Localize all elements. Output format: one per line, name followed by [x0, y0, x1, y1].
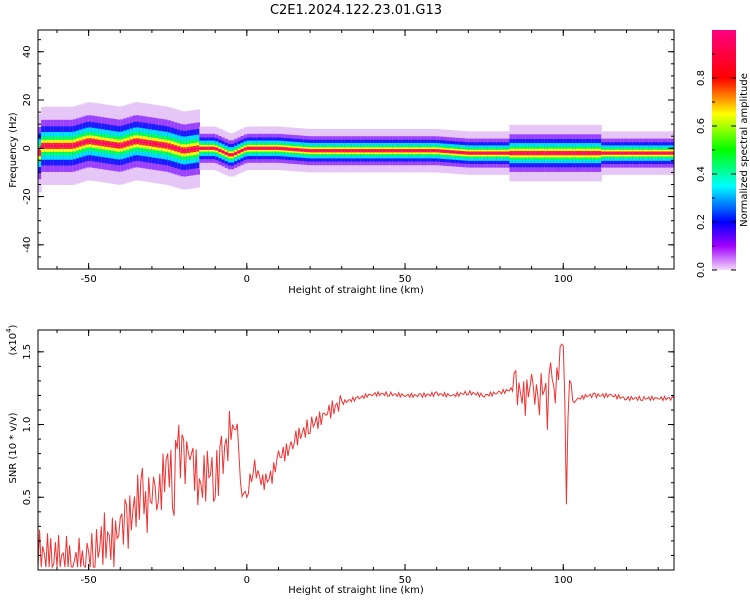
heatmap-ridge [38, 140, 674, 157]
x-tick-label: -50 [80, 575, 96, 586]
spectrogram-ticks: -50 0 50 100 -40 -20 0 20 40 [22, 30, 674, 285]
y-tick-label: -40 [22, 237, 33, 253]
spectrogram-frame [37, 29, 675, 270]
y-tick-label: 1.0 [22, 417, 33, 433]
heatmap-cell [38, 150, 42, 157]
x-tick-label: 0 [244, 575, 250, 586]
figure-title: C2E1.2024.122.23.01.G13 [270, 3, 442, 18]
x-tick-label: 50 [399, 575, 412, 586]
x-tick-label: -50 [80, 274, 96, 285]
y-tick-label: 40 [22, 45, 33, 58]
spectrogram-heatmap [38, 102, 674, 193]
colorbar-ticks: 0.0 0.2 0.4 0.6 0.8 [696, 53, 736, 278]
spectrogram-panel: -50 0 50 100 -40 -20 0 20 40 Height of straight … [8, 29, 675, 296]
snr-plot-area [38, 330, 674, 570]
colorbar-label: Normalized spectral amplitude [739, 73, 750, 227]
snr-panel: -50 0 50 100 0.5 1.0 1.5 Height of straight li… [5, 324, 675, 596]
snr-ylabel: SNR (10 * v/v) [8, 412, 19, 483]
x-tick-label: 0 [244, 274, 250, 285]
snr-frame [37, 329, 675, 571]
y-tick-label: 1.5 [22, 344, 33, 360]
colorbar: 0.0 0.2 0.4 0.6 0.8 Normalized spectral ampl… [696, 30, 750, 278]
colorbar-tick-label: 0.8 [696, 70, 707, 86]
spectrogram-xlabel: Height of straight line (km) [288, 285, 424, 296]
colorbar-tick-label: 0.6 [696, 118, 707, 134]
y-tick-label: 20 [22, 94, 33, 107]
spectrogram-ylabel: Frequency (Hz) [8, 112, 19, 188]
colorbar-tick-label: 0.2 [696, 214, 707, 230]
y-tick-label: 0 [22, 145, 33, 151]
snr-series-line [38, 343, 674, 570]
snr-xlabel: Height of straight line (km) [288, 585, 424, 596]
x-tick-label: 100 [554, 575, 573, 586]
snr-multiplier: (x104) [5, 324, 19, 355]
y-tick-label: 0.5 [22, 489, 33, 505]
colorbar-gradient [712, 30, 736, 270]
colorbar-tick-label: 0.0 [696, 262, 707, 278]
y-tick-label: -20 [22, 188, 33, 204]
colorbar-tick-label: 0.4 [696, 166, 707, 182]
snr-ticks: -50 0 50 100 0.5 1.0 1.5 [22, 330, 674, 586]
x-tick-label: 100 [554, 274, 573, 285]
x-tick-label: 50 [399, 274, 412, 285]
